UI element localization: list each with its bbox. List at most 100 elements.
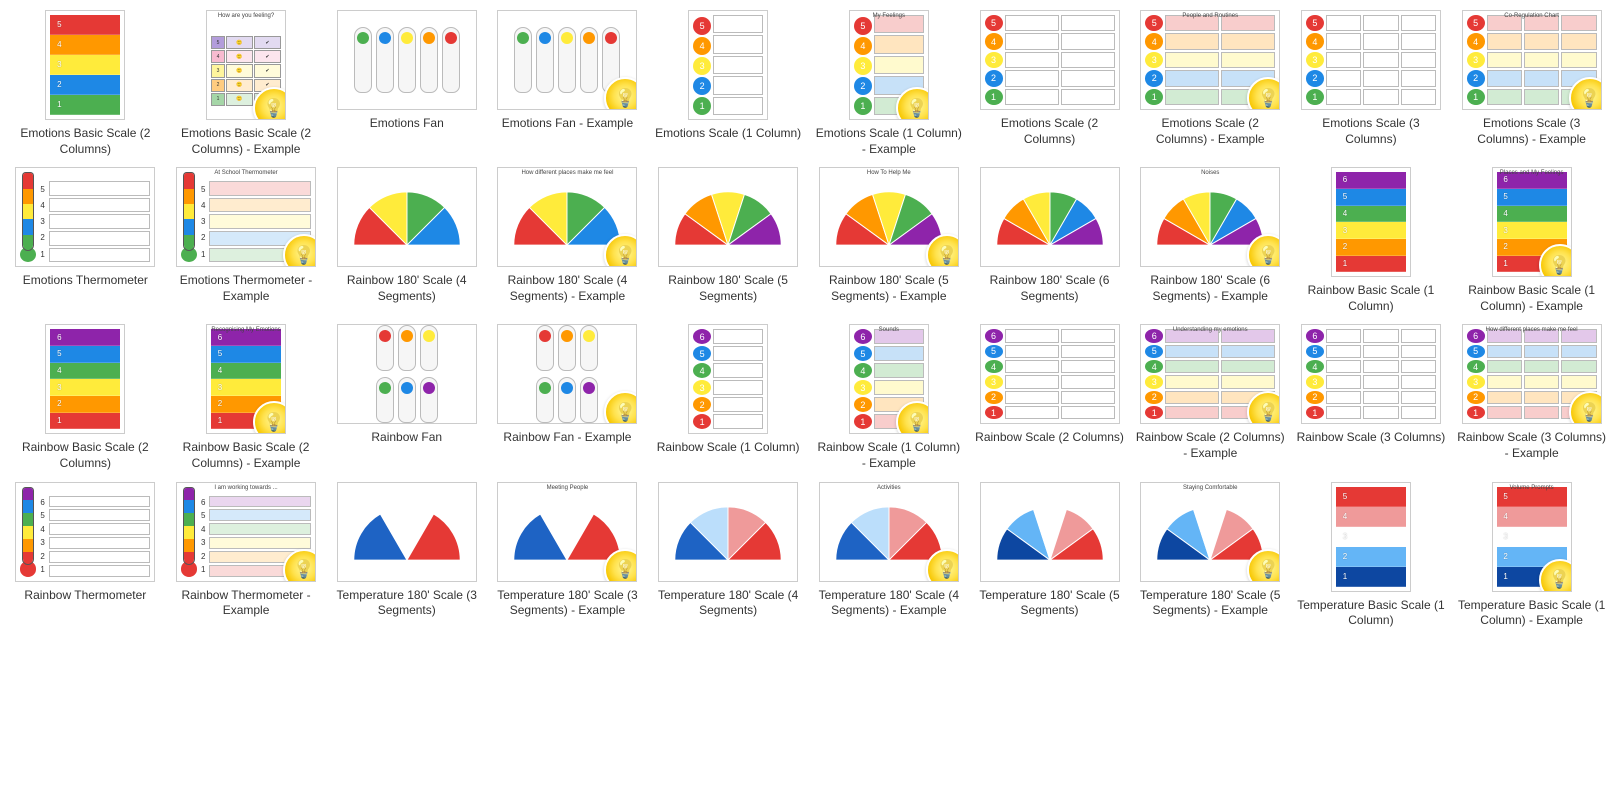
resource-title: Temperature 180' Scale (3 Segments)	[332, 588, 482, 619]
resource-thumbnail[interactable]: Sounds123456	[849, 324, 929, 434]
resource-title: Rainbow 180' Scale (5 Segments)	[653, 273, 803, 304]
resource-title: Temperature 180' Scale (3 Segments) - Ex…	[492, 588, 642, 619]
resource-title: Temperature Basic Scale (1 Column)	[1296, 598, 1446, 629]
resource-item[interactable]: Temperature 180' Scale (4 Segments)	[653, 482, 804, 629]
resource-title: Emotions Fan	[370, 116, 444, 132]
resource-item[interactable]: How different places make me feel Rainbow…	[492, 167, 643, 314]
resource-thumbnail[interactable]: 12345	[1331, 482, 1411, 592]
resource-thumbnail[interactable]	[497, 10, 637, 110]
resource-thumbnail[interactable]: How are you feeling?5🙂✔4🙂✔3🙂✔2🙂✔1🙂✔	[206, 10, 286, 120]
resource-thumbnail[interactable]: At School Thermometer 12345	[176, 167, 316, 267]
resource-thumbnail[interactable]: I am working towards ... 123456	[176, 482, 316, 582]
resource-item[interactable]: 12345 Emotions Scale (2 Columns)	[974, 10, 1125, 157]
resource-thumbnail[interactable]: How different places make me feel	[497, 167, 637, 267]
resource-thumbnail[interactable]: Places and My Feelings123456	[1492, 167, 1572, 277]
resource-thumbnail[interactable]: 12345	[15, 167, 155, 267]
resource-item[interactable]: Co-Regulation Chart12345Emotions Scale (…	[1456, 10, 1607, 157]
resource-item[interactable]: How To Help MeRainbow 180' Scale (5 Segm…	[813, 167, 964, 314]
resource-item[interactable]: 12345Emotions Scale (1 Column)	[653, 10, 804, 157]
resource-thumbnail[interactable]	[337, 324, 477, 424]
resource-item[interactable]: At School Thermometer 12345 Emotions The…	[171, 167, 322, 314]
resource-title: Emotions Fan - Example	[502, 116, 633, 132]
resource-thumbnail[interactable]: 123456	[45, 324, 125, 434]
resource-item[interactable]: Emotions Fan	[331, 10, 482, 157]
resource-thumbnail[interactable]: Meeting People	[497, 482, 637, 582]
resource-item[interactable]: Rainbow 180' Scale (4 Segments)	[331, 167, 482, 314]
resource-item[interactable]: How different places make me feel123456R…	[1456, 324, 1607, 471]
resource-title: Emotions Scale (3 Columns)	[1296, 116, 1446, 147]
resource-title: Rainbow Fan	[371, 430, 442, 446]
resource-item[interactable]: Volume Prompts12345Temperature Basic Sca…	[1456, 482, 1607, 629]
resource-item[interactable]: 12345 Emotions Basic Scale (2 Columns)	[10, 10, 161, 157]
resource-item[interactable]: Rainbow 180' Scale (5 Segments)	[653, 167, 804, 314]
resource-item[interactable]: Temperature 180' Scale (3 Segments)	[331, 482, 482, 629]
resource-thumbnail[interactable]: 123456	[688, 324, 768, 434]
resource-item[interactable]: 123456Rainbow Basic Scale (1 Column)	[1296, 167, 1447, 314]
resource-item[interactable]: Understanding my emotions123456Rainbow S…	[1135, 324, 1286, 471]
resource-item[interactable]: 123456 Rainbow Scale (2 Columns)	[974, 324, 1125, 471]
resource-thumbnail[interactable]: 123456	[980, 324, 1120, 424]
resource-title: Temperature 180' Scale (4 Segments)	[653, 588, 803, 619]
resource-item[interactable]: People and Routines12345Emotions Scale (…	[1135, 10, 1286, 157]
resource-item[interactable]: Recognising My Emotions123456Rainbow Bas…	[171, 324, 322, 471]
resource-item[interactable]: 123456Rainbow Basic Scale (2 Columns)	[10, 324, 161, 471]
resource-item[interactable]: 12345 Emotions Thermometer	[10, 167, 161, 314]
resource-title: Rainbow Scale (1 Column)	[657, 440, 800, 456]
resource-item[interactable]: Rainbow Fan - Example	[492, 324, 643, 471]
resource-thumbnail[interactable]: 12345	[980, 10, 1120, 110]
resource-thumbnail[interactable]	[980, 482, 1120, 582]
resource-thumbnail[interactable]: How To Help Me	[819, 167, 959, 267]
resource-thumbnail[interactable]: Volume Prompts12345	[1492, 482, 1572, 592]
resource-thumbnail[interactable]	[658, 482, 798, 582]
resource-thumbnail[interactable]	[658, 167, 798, 267]
resource-title: Emotions Thermometer	[23, 273, 148, 289]
resource-title: Emotions Scale (2 Columns)	[975, 116, 1125, 147]
resource-title: Rainbow 180' Scale (4 Segments)	[332, 273, 482, 304]
resource-title: Rainbow Fan - Example	[503, 430, 631, 446]
resource-thumbnail[interactable]: Understanding my emotions123456	[1140, 324, 1280, 424]
resource-thumbnail[interactable]: Activities	[819, 482, 959, 582]
resource-thumbnail[interactable]: 123456	[1331, 167, 1411, 277]
resource-thumbnail[interactable]	[337, 482, 477, 582]
resource-item[interactable]: Places and My Feelings123456Rainbow Basi…	[1456, 167, 1607, 314]
resource-title: Rainbow Scale (2 Columns)	[975, 430, 1124, 446]
resource-item[interactable]: How are you feeling?5🙂✔4🙂✔3🙂✔2🙂✔1🙂✔Emoti…	[171, 10, 322, 157]
resource-item[interactable]: Staying ComfortableTemperature 180' Scal…	[1135, 482, 1286, 629]
resource-thumbnail[interactable]: 123456	[1301, 324, 1441, 424]
resource-thumbnail[interactable]: 12345	[1301, 10, 1441, 110]
resource-item[interactable]: Meeting People Temperature 180' Scale (3 …	[492, 482, 643, 629]
resource-thumbnail[interactable]: My Feelings12345	[849, 10, 929, 120]
resource-thumbnail[interactable]	[337, 167, 477, 267]
resource-title: Rainbow Scale (3 Columns)	[1297, 430, 1446, 446]
resource-item[interactable]: 123456 Rainbow Scale (1 Column)	[653, 324, 804, 471]
resource-title: Emotions Basic Scale (2 Columns)	[10, 126, 160, 157]
resource-item[interactable]: Rainbow 180' Scale (6 Segments)	[974, 167, 1125, 314]
resource-item[interactable]: NoisesRainbow 180' Scale (6 Segments) - …	[1135, 167, 1286, 314]
resource-thumbnail[interactable]: People and Routines12345	[1140, 10, 1280, 110]
resource-thumbnail[interactable]	[497, 324, 637, 424]
resource-title: Rainbow 180' Scale (6 Segments)	[975, 273, 1125, 304]
resource-thumbnail[interactable]: 12345	[45, 10, 125, 120]
resource-item[interactable]: I am working towards ... 123456 Rainbow …	[171, 482, 322, 629]
resource-item[interactable]: 123456 Rainbow Scale (3 Columns)	[1296, 324, 1447, 471]
resource-item[interactable]: 12345 Emotions Scale (3 Columns)	[1296, 10, 1447, 157]
resource-item[interactable]: Temperature 180' Scale (5 Segments)	[974, 482, 1125, 629]
resource-thumbnail[interactable]: Staying Comfortable	[1140, 482, 1280, 582]
resource-item[interactable]: 123456 Rainbow Thermometer	[10, 482, 161, 629]
resource-thumbnail[interactable]: 123456	[15, 482, 155, 582]
resource-title: Rainbow 180' Scale (4 Segments) - Exampl…	[492, 273, 642, 304]
resource-thumbnail[interactable]: 12345	[688, 10, 768, 120]
resource-thumbnail[interactable]: Noises	[1140, 167, 1280, 267]
resource-item[interactable]: Sounds123456Rainbow Scale (1 Column) - E…	[813, 324, 964, 471]
resource-item[interactable]: Rainbow Fan	[331, 324, 482, 471]
resource-thumbnail[interactable]	[337, 10, 477, 110]
resource-item[interactable]: ActivitiesTemperature 180' Scale (4 Segm…	[813, 482, 964, 629]
resource-thumbnail[interactable]: How different places make me feel123456	[1462, 324, 1602, 424]
resource-thumbnail[interactable]	[980, 167, 1120, 267]
resource-item[interactable]: Emotions Fan - Example	[492, 10, 643, 157]
resource-thumbnail[interactable]: Co-Regulation Chart12345	[1462, 10, 1602, 110]
resource-thumbnail[interactable]: Recognising My Emotions123456	[206, 324, 286, 434]
resource-item[interactable]: My Feelings12345Emotions Scale (1 Column…	[813, 10, 964, 157]
resource-item[interactable]: 12345 Temperature Basic Scale (1 Column)	[1296, 482, 1447, 629]
example-badge-icon	[604, 77, 637, 110]
